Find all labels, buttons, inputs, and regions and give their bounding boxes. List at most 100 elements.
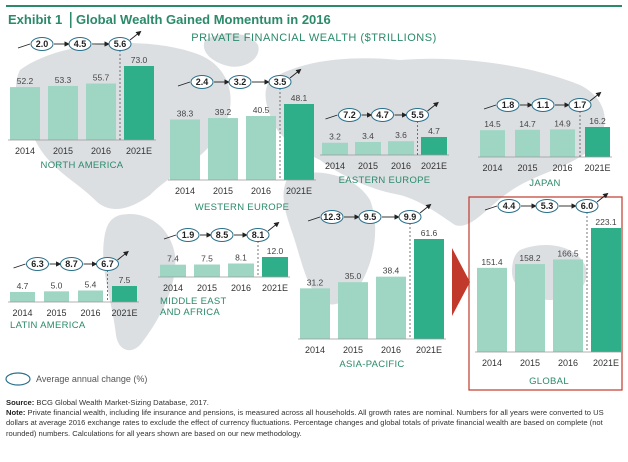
bar <box>112 286 137 302</box>
change-arrow-lead <box>484 205 498 211</box>
bar-value-label: 73.0 <box>131 55 148 65</box>
bar-value-label: 4.7 <box>428 126 440 136</box>
bar <box>421 137 447 155</box>
change-arrow-lead <box>17 43 31 49</box>
bar-value-label: 8.1 <box>235 253 247 263</box>
year-label: 2015 <box>517 163 537 173</box>
year-label: 2016 <box>91 146 111 156</box>
region-chart-middle-east-and-africa: 7.4 2014 7.5 2015 8.1 2016 12.0 2021E 1.9 8.5 8.1 M… <box>158 221 290 318</box>
bar <box>388 141 414 155</box>
year-label: 2015 <box>213 186 233 196</box>
change-arrow-trail <box>596 192 609 203</box>
region-chart-western-europe: 38.3 2014 39.2 2015 40.5 2016 48.1 2021E 2.4 3.2 3… <box>168 68 316 213</box>
change-value: 8.7 <box>65 259 78 269</box>
year-label: 2016 <box>80 308 100 318</box>
region-chart-eastern-europe: 3.2 2014 3.4 2015 3.6 2016 4.7 2021E 7.2 4.7 5.5 EA… <box>320 101 449 186</box>
global-highlight-frame <box>468 196 623 391</box>
change-value: 5.6 <box>114 39 127 49</box>
change-oval <box>108 37 132 51</box>
change-oval <box>68 37 92 51</box>
bar <box>480 130 505 157</box>
change-value: 6.7 <box>101 259 114 269</box>
region-title: NORTH AMERICA <box>41 160 124 171</box>
change-oval <box>406 108 429 122</box>
change-arrow-trail <box>129 30 142 41</box>
change-oval <box>497 199 521 213</box>
header: Exhibit 1 Global Wealth Gained Momentum … <box>6 5 622 44</box>
bar-value-label: 55.7 <box>93 73 110 83</box>
bar-value-label: 223.1 <box>595 217 617 227</box>
year-label: 2014 <box>482 163 502 173</box>
change-oval <box>535 199 559 213</box>
bar <box>86 83 116 140</box>
region-title: WESTERN EUROPE <box>195 202 289 213</box>
note-line: Note: Private financial wealth, includin… <box>6 408 622 439</box>
year-label: 2014 <box>163 283 183 293</box>
change-arrow-trail <box>267 221 280 232</box>
bar <box>208 118 238 180</box>
bar-value-label: 14.5 <box>484 119 501 129</box>
change-value: 9.5 <box>364 212 377 222</box>
source-text: BCG Global Wealth Market-Sizing Database… <box>36 398 209 407</box>
exhibit-title: Global Wealth Gained Momentum in 2016 <box>76 12 331 27</box>
change-arrow-trail <box>289 68 302 79</box>
change-value: 3.5 <box>274 77 287 87</box>
bar-value-label: 7.4 <box>167 254 179 264</box>
change-oval <box>228 75 252 89</box>
exhibit-figure: Exhibit 1 Global Wealth Gained Momentum … <box>5 5 623 391</box>
bar-value-label: 158.2 <box>519 253 541 263</box>
footnotes: Source: BCG Global Wealth Market-Sizing … <box>6 398 622 439</box>
change-oval <box>568 98 592 112</box>
note-label: Note: <box>6 408 26 418</box>
year-label: 2016 <box>391 161 411 171</box>
bar-value-label: 166.5 <box>557 248 579 258</box>
bar <box>322 142 348 155</box>
change-value: 1.7 <box>574 100 587 110</box>
bar <box>515 129 540 157</box>
change-oval <box>398 210 422 224</box>
year-label: 2016 <box>231 283 251 293</box>
note-text: Private financial wealth, including life… <box>6 408 604 438</box>
exhibit-label: Exhibit 1 <box>8 12 62 27</box>
bar-value-label: 5.4 <box>85 279 97 289</box>
bar-value-label: 14.7 <box>519 119 536 129</box>
year-label: 2014 <box>305 345 325 355</box>
change-oval <box>531 98 555 112</box>
bar <box>414 239 444 339</box>
region-chart-japan: 14.5 2014 14.7 2015 14.9 2016 16.2 2021E 1.8 1.1 1… <box>478 91 612 189</box>
change-value: 8.1 <box>252 230 265 240</box>
year-label: 2021E <box>584 163 610 173</box>
year-label: 2016 <box>251 186 271 196</box>
region-chart-global: 151.4 2014 158.2 2015 166.5 2016 223.1 2021E 4.4… <box>475 192 623 387</box>
year-label: 2016 <box>558 358 578 368</box>
chart-subtitle: PRIVATE FINANCIAL WEALTH ($TRILLIONS) <box>191 32 436 44</box>
header-rule <box>6 5 622 7</box>
bar <box>300 288 330 339</box>
year-label: 2014 <box>482 358 502 368</box>
year-label: 2016 <box>552 163 572 173</box>
bar <box>10 87 40 140</box>
bar <box>246 116 276 180</box>
bar-value-label: 5.0 <box>51 280 63 290</box>
bar <box>44 291 69 302</box>
bar-value-label: 39.2 <box>215 107 232 117</box>
change-oval <box>338 108 361 122</box>
year-label: 2021E <box>111 308 137 318</box>
region-title: ASIA-PACIFIC <box>339 359 404 370</box>
change-oval <box>358 210 382 224</box>
change-oval <box>190 75 214 89</box>
change-arrow-trail <box>117 250 129 261</box>
bar-value-label: 38.3 <box>177 108 194 118</box>
bar <box>591 228 621 352</box>
year-label: 2015 <box>358 161 378 171</box>
bar <box>284 104 314 180</box>
change-arrow-trail <box>589 91 602 102</box>
legend-oval-icon <box>5 372 31 386</box>
bar <box>338 282 368 339</box>
bar-value-label: 3.4 <box>362 131 374 141</box>
change-value: 1.9 <box>182 230 195 240</box>
bar-value-label: 31.2 <box>307 277 324 287</box>
bar <box>194 264 220 277</box>
change-value: 3.2 <box>234 77 247 87</box>
bar <box>262 257 288 277</box>
